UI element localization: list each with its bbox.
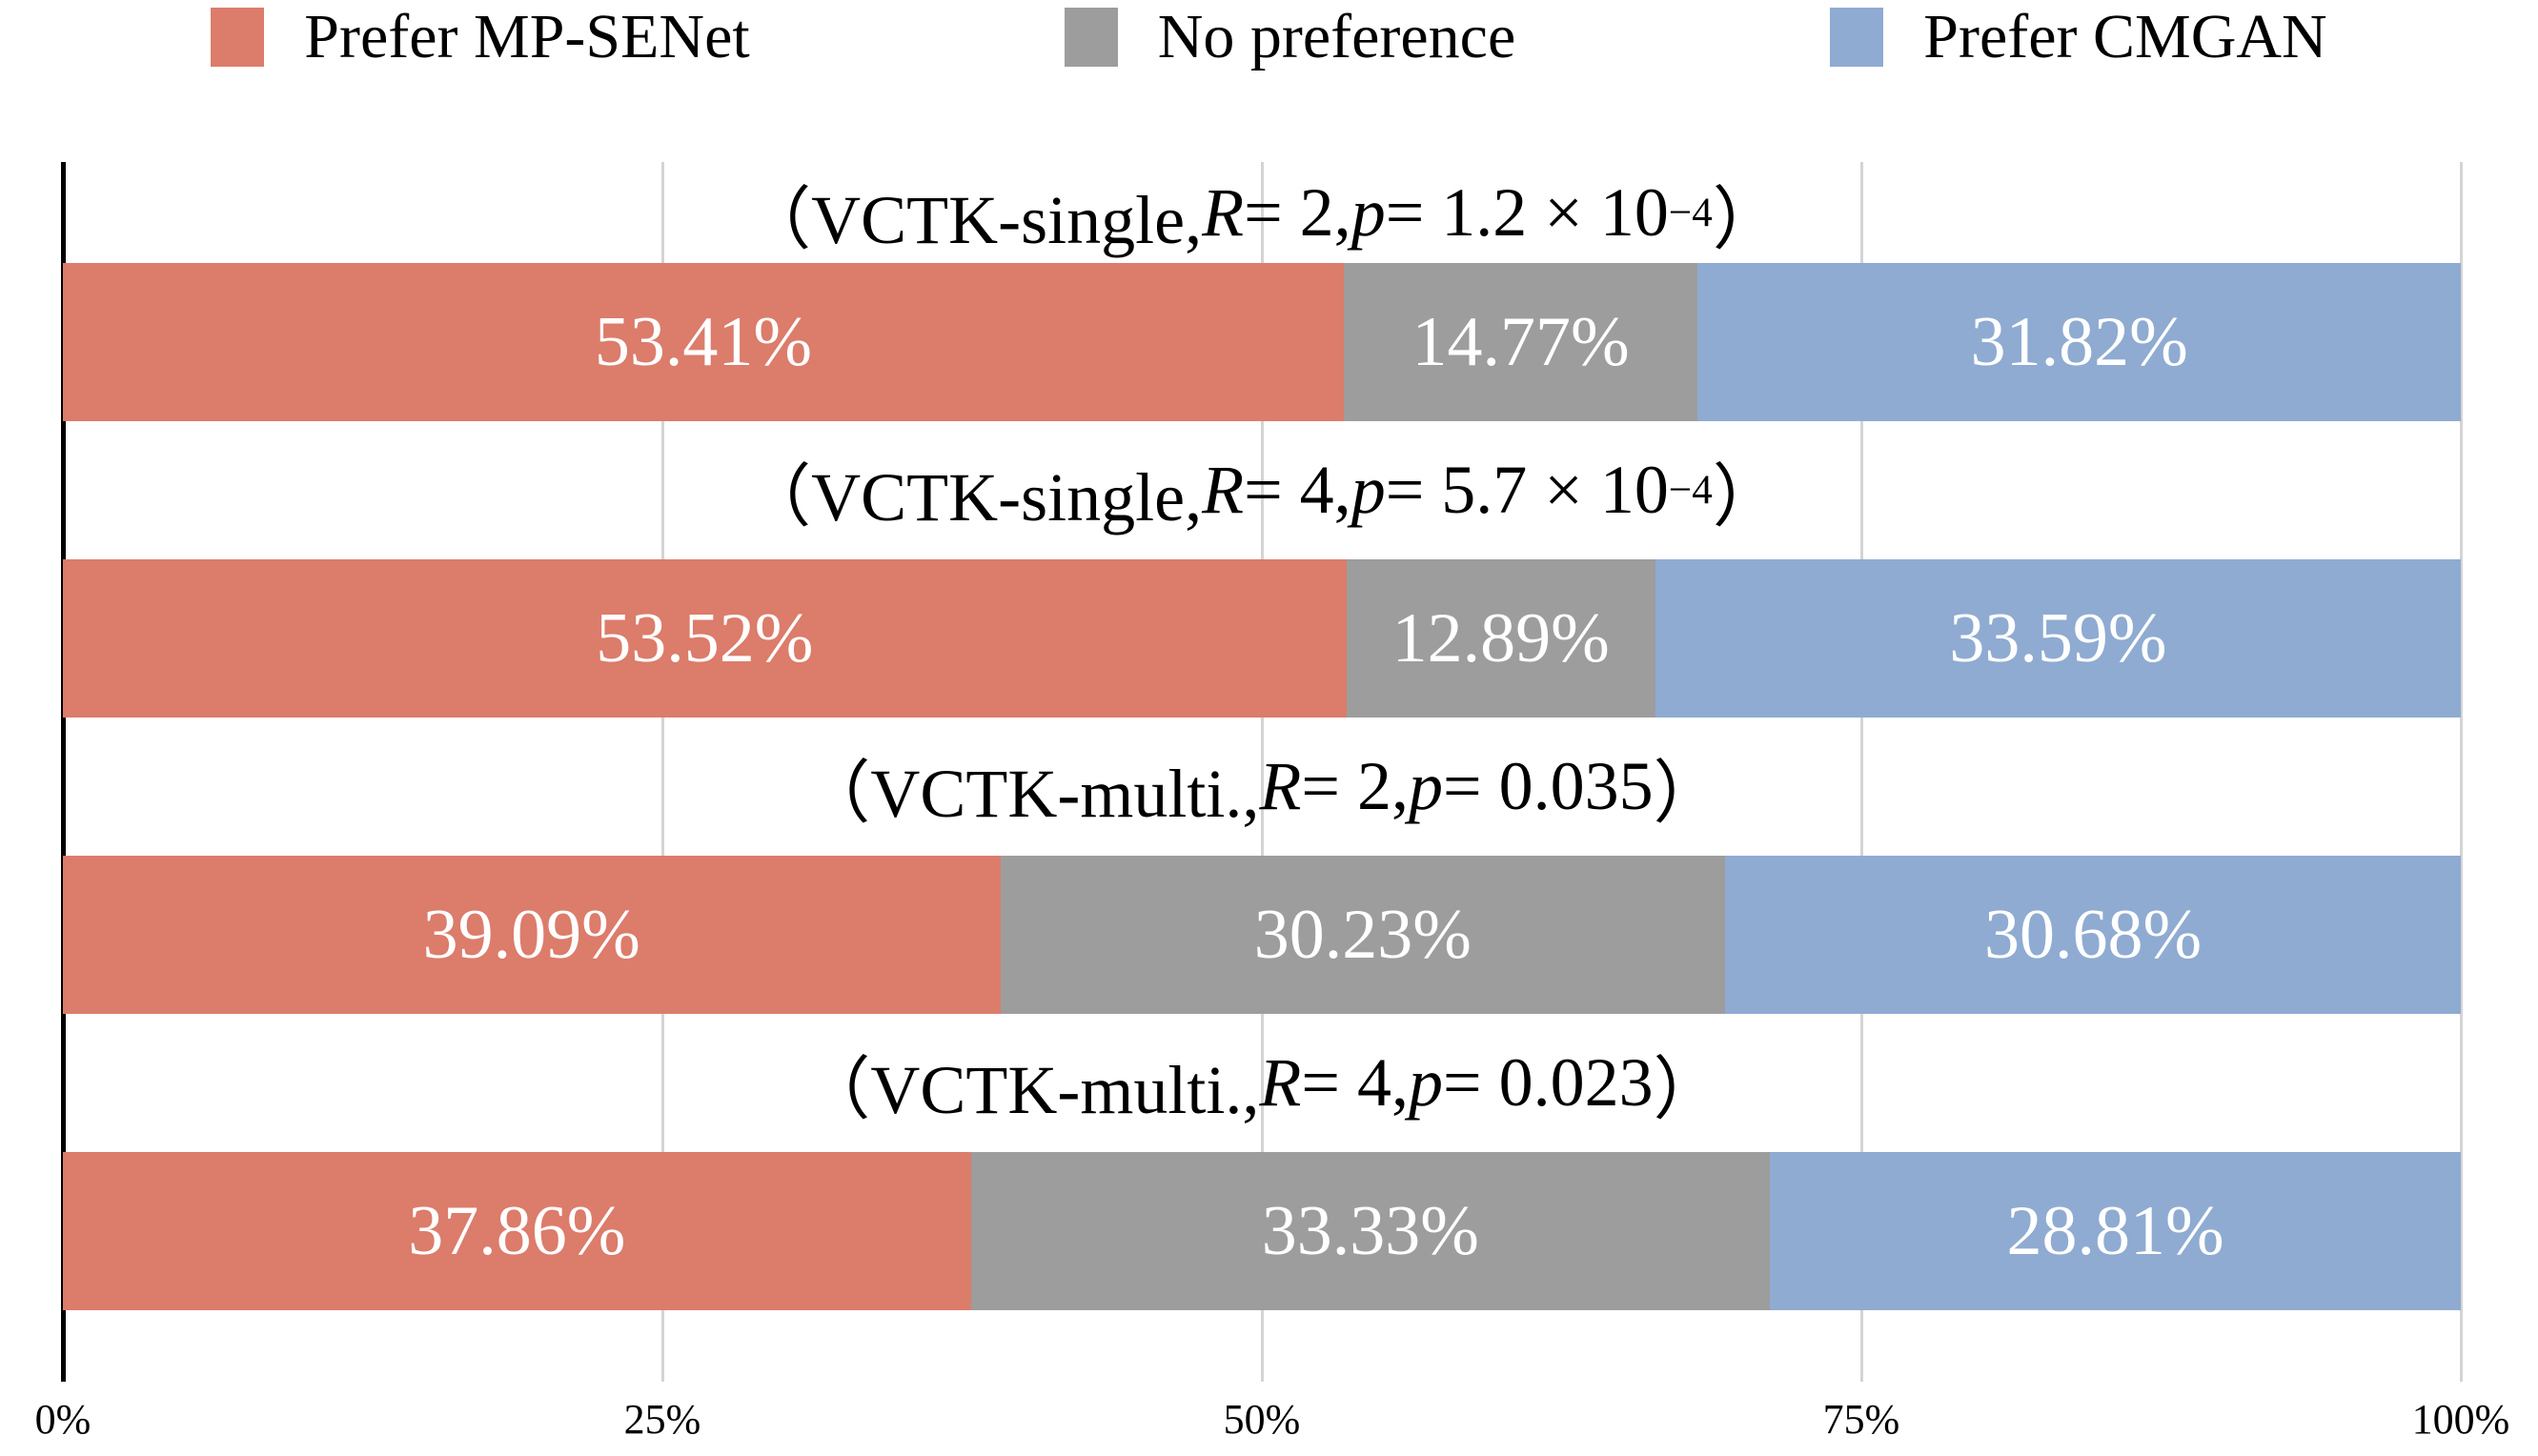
bar-segment-no-preference: 33.33%: [970, 1152, 1771, 1310]
legend-swatch-icon: [211, 8, 265, 67]
gridline-75: [1860, 162, 1863, 1382]
group-title-segment: p: [1408, 1044, 1443, 1121]
group-title: （VCTK-multi., R = 4, p = 0.023）: [63, 1014, 2461, 1152]
group-title-segment: ）: [1653, 1052, 1722, 1128]
bar-segment-no-preference: 12.89%: [1346, 559, 1655, 718]
group-title-segment: = 1.2 × 10: [1385, 173, 1669, 251]
group-title-segment: = 0.023: [1442, 1044, 1654, 1121]
bar-value-label: 30.68%: [1983, 896, 2203, 974]
y-axis-line: [61, 162, 66, 1382]
bar-segment-prefer-mp-senet: 53.41%: [63, 263, 1344, 421]
plot-area: （VCTK-single, R = 2, p = 1.2 × 10 −4） 53.4…: [61, 162, 2463, 1382]
group-title-segment: （VCTK-multi.,: [802, 1052, 1260, 1128]
group-title: （VCTK-single, R = 4, p = 5.7 × 10 −4）: [63, 421, 2461, 559]
group-title: （VCTK-multi., R = 2, p = 0.035）: [63, 718, 2461, 856]
stacked-bar: 37.86% 33.33% 28.81%: [63, 1152, 2461, 1310]
bar-segment-no-preference: 30.23%: [1000, 856, 1726, 1014]
legend-label: No preference: [1157, 2, 1516, 71]
group-title-segment: （VCTK-single,: [742, 181, 1203, 258]
group-title-segment: p: [1350, 452, 1386, 528]
gridline-100: [2460, 162, 2463, 1382]
bar-value-label: 39.09%: [422, 896, 640, 974]
bar-value-label: 30.23%: [1253, 896, 1472, 974]
bar-segment-prefer-cmgan: 28.81%: [1770, 1152, 2461, 1310]
bar-value-label: 33.33%: [1261, 1192, 1479, 1270]
bar-segment-prefer-mp-senet: 39.09%: [63, 856, 1001, 1014]
gridline-25: [661, 162, 664, 1382]
x-tick-label: 0%: [34, 1396, 91, 1443]
bar-group: （VCTK-multi., R = 2, p = 0.035） 39.09% 30.…: [63, 718, 2461, 1014]
group-title-segment: = 4,: [1301, 1044, 1409, 1121]
x-tick-label: 100%: [2411, 1396, 2510, 1443]
bar-segment-prefer-mp-senet: 37.86%: [63, 1152, 971, 1310]
bar-segment-prefer-cmgan: 33.59%: [1655, 559, 2461, 718]
bar-value-label: 53.41%: [594, 303, 812, 381]
bar-value-label: 37.86%: [408, 1192, 626, 1270]
group-title-segment: R: [1202, 173, 1245, 251]
group-title-segment: −4: [1668, 468, 1713, 513]
legend-label: Prefer MP-SENet: [304, 2, 750, 71]
bar-value-label: 33.59%: [1949, 599, 2167, 677]
group-title-segment: （VCTK-single,: [742, 459, 1203, 536]
bar-value-label: 53.52%: [596, 599, 814, 677]
legend-item: Prefer MP-SENet: [211, 2, 750, 71]
x-tick-label: 50%: [1223, 1396, 1301, 1443]
stacked-bar: 53.52% 12.89% 33.59%: [63, 559, 2461, 718]
bar-value-label: 12.89%: [1391, 599, 1610, 677]
group-title-segment: R: [1259, 1044, 1302, 1121]
group-title-segment: p: [1408, 748, 1443, 824]
legend-swatch-icon: [1830, 8, 1884, 67]
group-title-segment: = 2,: [1301, 748, 1409, 824]
bar-value-label: 31.82%: [1970, 303, 2188, 381]
group-title-segment: R: [1202, 452, 1245, 528]
group-title-segment: = 0.035: [1442, 748, 1654, 824]
chart-legend: Prefer MP-SENet No preference Prefer CMGAN: [0, 0, 2538, 71]
x-tick-label: 25%: [623, 1396, 701, 1443]
bar-value-label: 28.81%: [2006, 1192, 2224, 1270]
group-title-segment: −4: [1668, 190, 1713, 235]
bar-segment-prefer-cmgan: 30.68%: [1725, 856, 2461, 1014]
stacked-bar: 53.41% 14.77% 31.82%: [63, 263, 2461, 421]
bar-group: （VCTK-multi., R = 4, p = 0.023） 37.86% 33.…: [63, 1014, 2461, 1310]
bar-group: （VCTK-single, R = 2, p = 1.2 × 10 −4） 53.4…: [63, 162, 2461, 421]
stacked-bar: 39.09% 30.23% 30.68%: [63, 856, 2461, 1014]
gridline-50: [1261, 162, 1264, 1382]
legend-swatch-icon: [1064, 8, 1118, 67]
group-title-segment: R: [1259, 748, 1302, 824]
x-axis-tick-labels: 0% 25% 50% 75% 100%: [35, 1389, 2510, 1448]
x-tick-label: 75%: [1822, 1396, 1900, 1443]
group-title-segment: = 4,: [1244, 452, 1351, 528]
bar-group: （VCTK-single, R = 4, p = 5.7 × 10 −4） 53.5…: [63, 421, 2461, 718]
bar-groups: （VCTK-single, R = 2, p = 1.2 × 10 −4） 53.4…: [63, 162, 2461, 1310]
bar-segment-no-preference: 14.77%: [1343, 263, 1698, 421]
group-title-segment: ）: [1653, 756, 1722, 832]
group-title: （VCTK-single, R = 2, p = 1.2 × 10 −4）: [63, 162, 2461, 263]
bar-segment-prefer-mp-senet: 53.52%: [63, 559, 1347, 718]
group-title-segment: ）: [1712, 181, 1781, 258]
group-title-segment: = 2,: [1244, 173, 1351, 251]
legend-label: Prefer CMGAN: [1923, 2, 2327, 71]
group-title-segment: ）: [1712, 459, 1781, 536]
bar-segment-prefer-cmgan: 31.82%: [1697, 263, 2461, 421]
legend-item: No preference: [1064, 2, 1516, 71]
group-title-segment: p: [1350, 173, 1386, 251]
group-title-segment: （VCTK-multi.,: [802, 756, 1260, 832]
group-title-segment: = 5.7 × 10: [1385, 452, 1669, 528]
legend-item: Prefer CMGAN: [1830, 2, 2327, 71]
bar-value-label: 14.77%: [1411, 303, 1630, 381]
